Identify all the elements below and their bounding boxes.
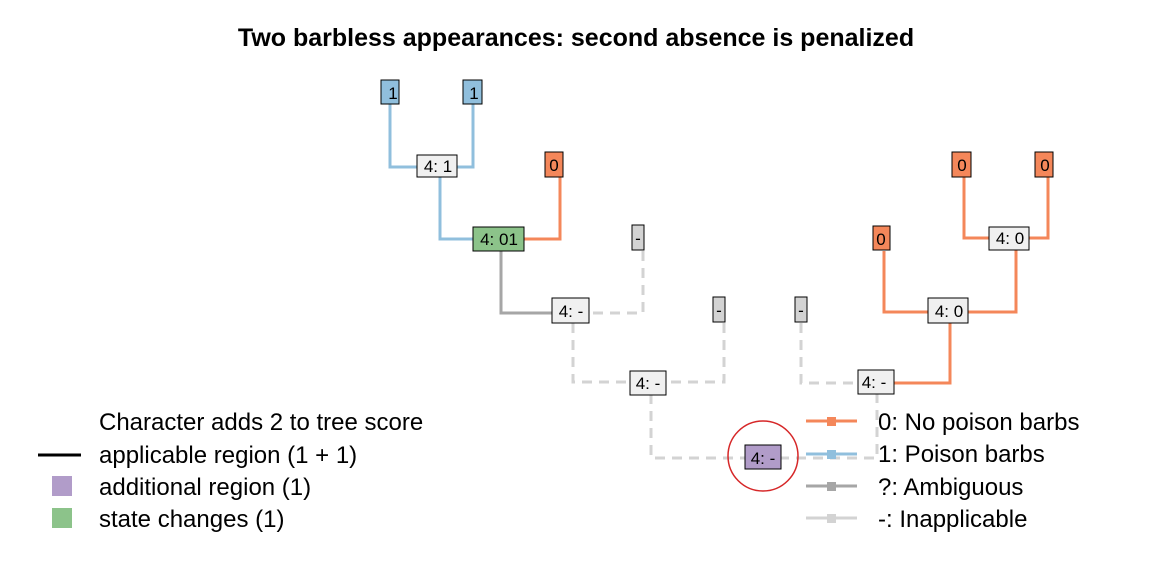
tip-4: -: [631, 224, 645, 251]
tree-edges: [388, 104, 1050, 460]
legend-inapplicable-label: -: Inapplicable: [878, 506, 1027, 533]
edge-node4dash-b-root: [649, 394, 746, 460]
svg-text:0: 0: [549, 156, 558, 175]
svg-text:4: -: 4: -: [636, 374, 661, 393]
root-highlight-circle: [727, 420, 799, 492]
legend-green-square: [52, 508, 72, 528]
svg-text:4: -: 4: -: [751, 449, 776, 468]
edge-tip8-node40a: [962, 177, 998, 240]
edge-tip4-node4dash-a: [580, 251, 645, 315]
tip-8: 0: [951, 151, 972, 178]
tip-9: 0: [1034, 151, 1054, 178]
legend-state0-label: 0: No poison barbs: [878, 409, 1079, 436]
legend-right: 0: No poison barbs 1: Poison barbs ?: Am…: [806, 409, 1079, 533]
edge-node4dash-c-root: [776, 393, 879, 460]
node-4-dash-c: 4: -: [857, 369, 895, 395]
svg-text:1: 1: [388, 84, 397, 103]
svg-text:-: -: [716, 301, 722, 320]
node-4-0-b: 4: 0: [927, 297, 969, 324]
legend-heading: Character adds 2 to tree score: [99, 409, 423, 436]
edge-node401-node4dash-a: [499, 251, 560, 315]
svg-text:4: 01: 4: 01: [480, 230, 518, 249]
svg-text:1: 1: [469, 84, 478, 103]
legend-state-change-label: state changes (1): [99, 506, 284, 533]
edge-node4dash-a-node4dash-b: [571, 323, 640, 384]
svg-text:0: 0: [957, 156, 966, 175]
tip-1: 1: [380, 79, 400, 105]
page-title: Two barbless appearances: second absence…: [238, 24, 914, 52]
edge-tip6-node4dash-c: [799, 323, 862, 385]
svg-text:-: -: [798, 301, 804, 320]
node-4-dash-b: 4: -: [629, 370, 667, 396]
tip-5: -: [712, 296, 726, 323]
edge-tip7-node40b: [882, 251, 935, 314]
legend-ambiguous-label: ?: Ambiguous: [878, 474, 1023, 501]
svg-text:4: -: 4: -: [862, 373, 887, 392]
svg-text:0: 0: [876, 230, 885, 249]
edge-node40a-node40b: [955, 249, 1018, 314]
node-4-1: 4: 1: [416, 154, 458, 178]
edge-node41-node401: [438, 177, 486, 241]
tip-2: 1: [462, 79, 483, 105]
tip-3: 0: [544, 151, 564, 178]
tip-6: -: [794, 296, 808, 323]
legend-purple-square: [52, 476, 72, 496]
svg-text:-: -: [635, 229, 641, 248]
edge-tip1-node41: [388, 104, 429, 169]
edge-tip3-node401: [511, 176, 562, 241]
svg-text:0: 0: [1040, 156, 1049, 175]
edge-tip5-node4dash-b: [660, 323, 726, 384]
svg-text:4: 0: 4: 0: [935, 302, 963, 321]
legend-applicable-label: applicable region (1 + 1): [99, 442, 357, 469]
svg-text:4: -: 4: -: [559, 302, 584, 321]
node-4-0-a: 4: 0: [988, 226, 1030, 251]
svg-text:4: 0: 4: 0: [996, 229, 1024, 248]
root-node: 4: -: [744, 444, 782, 470]
node-4-01: 4: 01: [472, 226, 525, 252]
tip-7: 0: [872, 225, 891, 251]
svg-text:4: 1: 4: 1: [424, 157, 452, 176]
legend-state1-label: 1: Poison barbs: [878, 441, 1045, 468]
edge-node40b-node4dash-c: [880, 322, 952, 385]
node-4-dash-a: 4: -: [551, 297, 590, 324]
legend-left: Character adds 2 to tree score applicabl…: [38, 409, 423, 533]
legend-additional-label: additional region (1): [99, 474, 311, 501]
